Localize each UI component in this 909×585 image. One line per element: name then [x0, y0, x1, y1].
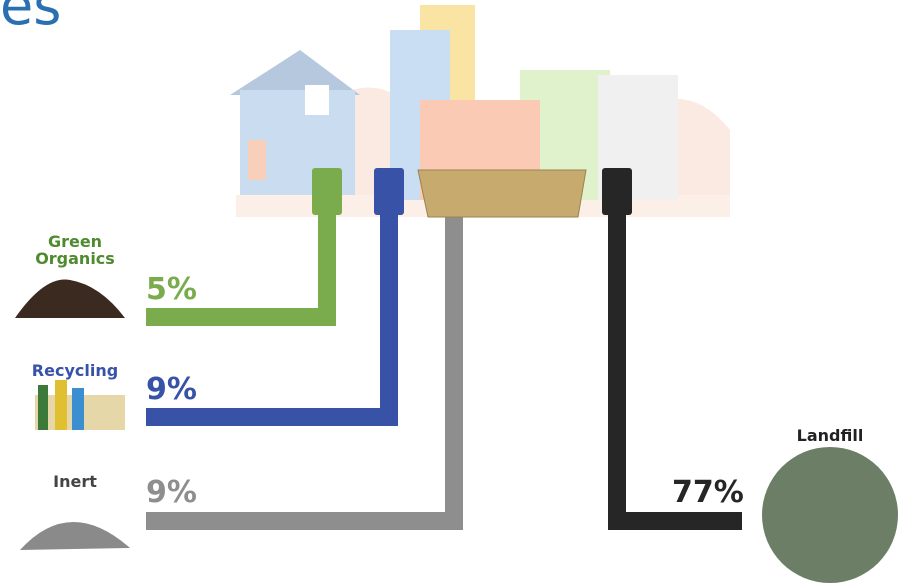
stream-percent: 5% — [146, 272, 197, 307]
recycling-items — [35, 380, 125, 430]
stream-label: Inert — [53, 472, 97, 491]
title: es — [0, 0, 62, 37]
green-flow — [146, 215, 336, 326]
inert-flow — [146, 215, 463, 530]
stream-percent: 9% — [146, 475, 197, 510]
stream-label: Green Organics — [35, 232, 115, 268]
recycling-bin — [374, 168, 404, 215]
stream-percent: 77% — [672, 475, 744, 510]
recycling-flow — [146, 215, 398, 426]
landfill-photo — [762, 447, 898, 583]
skip-bin — [417, 169, 587, 218]
city-background — [230, 5, 730, 217]
landfill-bin — [602, 168, 632, 215]
stream-label: Landfill — [796, 426, 864, 445]
soil-pile — [15, 279, 125, 318]
landfill-flow — [608, 215, 742, 530]
stream-label: Recycling — [31, 361, 119, 380]
stream-percent: 9% — [146, 372, 197, 407]
flows — [146, 215, 742, 530]
gravel-pile — [20, 521, 130, 550]
green-bin — [312, 168, 342, 215]
